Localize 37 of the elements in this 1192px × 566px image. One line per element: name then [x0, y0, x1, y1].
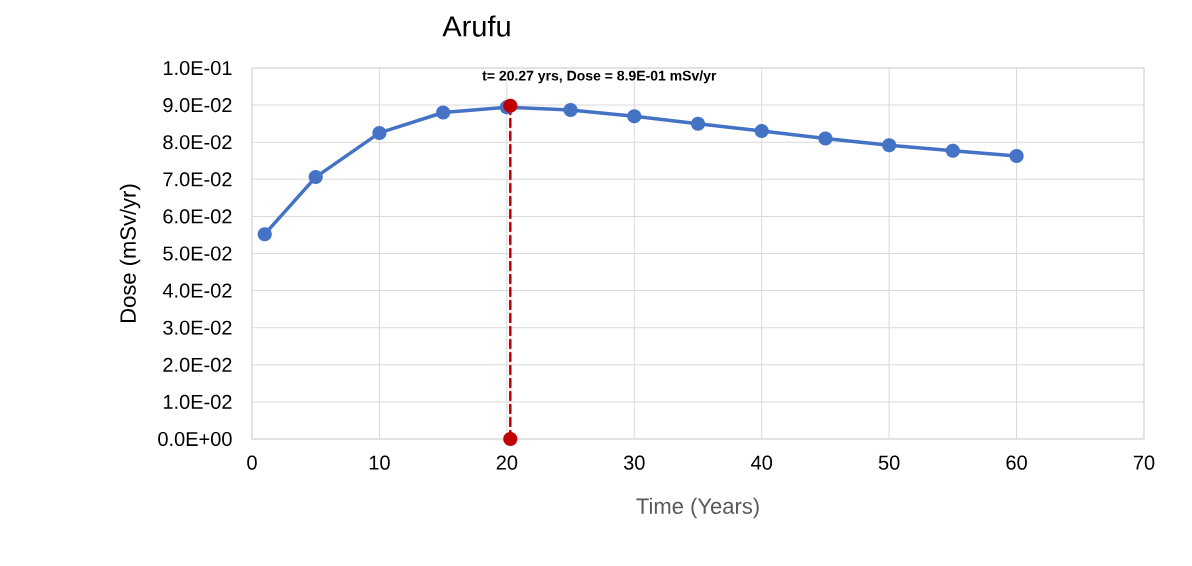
x-tick-label: 10	[369, 455, 390, 470]
point	[1009, 148, 1024, 163]
y-tick-label: 0.0E+00	[158, 431, 232, 447]
point	[503, 431, 518, 447]
y-tick-label: 5.0E-02	[163, 246, 232, 261]
y-axis-title: Dose (mSv/yr)	[119, 184, 141, 322]
x-tick-label: 70	[1133, 455, 1155, 470]
y-tick-label: 3.0E-02	[163, 320, 232, 335]
annotation: t= 20.27 yrs, Dose = 8.9E-01 mSv/yr	[482, 70, 717, 84]
x-tick-label: 30	[623, 455, 645, 470]
y-tick-label: 1.0E-02	[163, 394, 232, 409]
x-tick-label: 60	[1006, 455, 1027, 470]
y-tick-label: 9.0E-02	[163, 98, 232, 113]
point	[690, 116, 706, 131]
y-tick-label: 6.0E-02	[163, 209, 232, 224]
point	[563, 102, 578, 117]
point	[372, 125, 387, 140]
y-tick-label: 2.0E-02	[163, 357, 232, 372]
point	[503, 98, 518, 113]
y-tick-label: 8.0E-02	[163, 135, 232, 150]
x-axis-title: Time (Years)	[636, 497, 759, 519]
x-tick-label: 20	[496, 455, 518, 470]
point	[627, 109, 642, 124]
y-tick-label: 1.0E-01	[163, 60, 232, 76]
x-tick-label: 0	[247, 455, 257, 470]
point	[257, 227, 272, 242]
point	[882, 138, 897, 153]
x-tick-label: 40	[751, 455, 773, 470]
point	[308, 170, 323, 185]
x-tick-label: 50	[878, 455, 900, 470]
point	[945, 143, 960, 158]
point	[754, 124, 769, 139]
point	[818, 131, 833, 146]
y-tick-label: 7.0E-02	[163, 172, 232, 187]
point	[436, 105, 451, 120]
y-tick-label: 4.0E-02	[162, 283, 232, 298]
chart-title: Arufu	[442, 15, 510, 37]
